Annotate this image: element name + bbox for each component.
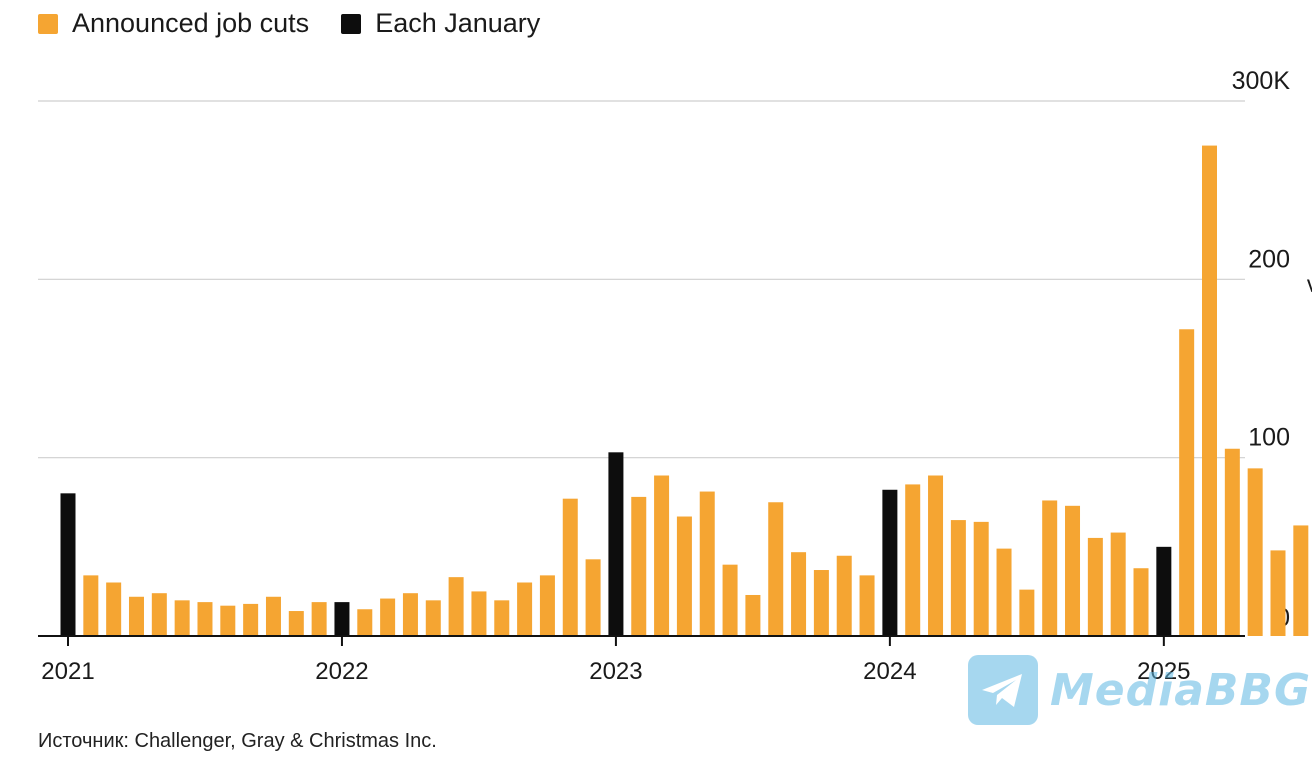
watermark-text: MediaBBG — [1050, 664, 1312, 716]
job-cuts-bar — [197, 602, 213, 636]
source-note: Источник: Challenger, Gray & Christmas I… — [38, 730, 437, 752]
job-cuts-bar — [265, 596, 281, 636]
job-cuts-bar — [768, 502, 784, 636]
job-cuts-bar — [1133, 568, 1149, 636]
x-tick-label: 2022 — [315, 658, 368, 685]
job-cuts-bar — [1087, 537, 1103, 636]
job-cuts-bar — [631, 496, 647, 636]
x-tick-label: 2021 — [41, 658, 94, 685]
job-cuts-bar — [1042, 500, 1058, 636]
legend-item-january: Each January — [341, 8, 540, 39]
job-cuts-bar — [1065, 505, 1081, 636]
january-bar — [334, 602, 350, 636]
job-cuts-bar — [836, 555, 852, 636]
job-cuts-bar — [517, 582, 533, 636]
legend-label-january: Each January — [375, 8, 541, 38]
job-cuts-bar — [402, 593, 418, 636]
job-cuts-bar — [585, 559, 601, 636]
january-bar — [1156, 546, 1172, 636]
job-cuts-bar — [494, 600, 510, 636]
legend-label-job-cuts: Announced job cuts — [72, 8, 310, 38]
y-tick-label: 200 — [1248, 245, 1290, 273]
job-cuts-bar — [1202, 145, 1217, 637]
annotation-text: vs year ago — [1307, 271, 1312, 297]
job-cuts-bar — [1179, 329, 1195, 636]
job-cuts-bar — [791, 552, 807, 636]
job-cuts-bar — [357, 609, 373, 636]
job-cuts-bar — [973, 521, 989, 636]
job-cuts-bar — [722, 564, 738, 636]
job-cuts-bar — [151, 593, 167, 636]
x-tick-label: 2025 — [1137, 658, 1190, 685]
job-cuts-bar — [425, 600, 441, 636]
job-cuts-bar — [83, 575, 99, 636]
job-cuts-bar — [813, 570, 829, 636]
y-tick-label: 300K — [1232, 67, 1291, 95]
job-cuts-bar — [288, 611, 304, 636]
job-cuts-bar — [1270, 550, 1286, 636]
job-cuts-bar — [539, 575, 555, 636]
job-cuts-bar — [243, 603, 259, 636]
job-cuts-bar — [950, 520, 966, 636]
legend: Announced job cuts Each January — [38, 8, 572, 39]
job-cuts-bar — [128, 596, 144, 636]
job-cuts-bar — [311, 602, 327, 636]
watermark: MediaBBG — [968, 655, 1311, 725]
job-cuts-bar — [859, 575, 875, 636]
legend-swatch-orange — [38, 13, 58, 34]
x-tick-label: 2024 — [863, 658, 916, 685]
job-cuts-bar — [676, 516, 692, 636]
job-cuts-bar — [174, 600, 190, 636]
legend-item-job-cuts: Announced job cuts — [38, 8, 309, 39]
job-cuts-bar — [996, 548, 1012, 636]
legend-swatch-black — [341, 13, 362, 34]
job-cuts-bar — [1224, 448, 1240, 636]
job-cuts-bar — [1110, 532, 1126, 636]
job-cuts-bar — [1247, 468, 1263, 636]
job-cuts-bar — [380, 598, 396, 636]
job-cuts-bar — [905, 484, 921, 636]
january-bar — [60, 493, 76, 636]
job-cuts-bar — [106, 582, 122, 636]
job-cuts-bar — [448, 577, 464, 636]
job-cuts-bar — [1019, 589, 1035, 636]
telegram-icon — [968, 655, 1038, 725]
job-cuts-bar — [562, 498, 578, 636]
x-tick-label: 2023 — [589, 658, 642, 685]
job-cuts-bar — [220, 605, 236, 636]
job-cuts-bar — [928, 475, 944, 636]
job-cuts-bar — [699, 491, 715, 636]
january-bar — [608, 452, 624, 636]
y-tick-label: 100 — [1248, 424, 1290, 452]
job-cuts-bar — [745, 594, 761, 636]
job-cuts-bar — [654, 475, 670, 636]
job-cuts-bar — [471, 591, 487, 636]
job-cuts-bar — [1293, 525, 1309, 636]
january-bar — [882, 489, 898, 636]
